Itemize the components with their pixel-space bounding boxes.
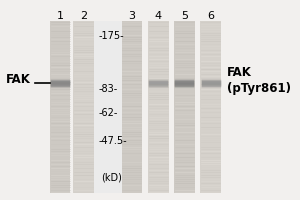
Text: FAK
(pTyr861): FAK (pTyr861): [226, 66, 290, 95]
Text: FAK: FAK: [5, 73, 30, 86]
Text: 4: 4: [154, 11, 162, 21]
Text: 6: 6: [207, 11, 214, 21]
Text: 5: 5: [181, 11, 188, 21]
Text: (kD): (kD): [101, 173, 122, 183]
Text: -47.5-: -47.5-: [98, 136, 127, 146]
Bar: [200, 21, 221, 193]
Bar: [50, 21, 70, 193]
Text: 2: 2: [80, 11, 87, 21]
Text: 3: 3: [128, 11, 135, 21]
Text: -62-: -62-: [98, 108, 117, 118]
Bar: [73, 21, 94, 193]
Bar: [174, 21, 195, 193]
Text: -175-: -175-: [98, 31, 124, 41]
Bar: [94, 21, 122, 193]
Bar: [148, 21, 169, 193]
Text: 1: 1: [57, 11, 64, 21]
Text: -83-: -83-: [98, 84, 117, 94]
Bar: [122, 21, 142, 193]
